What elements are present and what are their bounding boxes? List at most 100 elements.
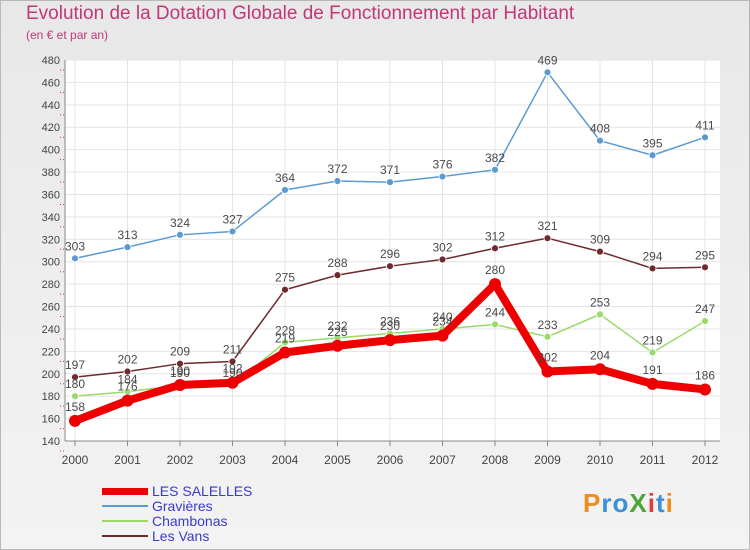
data-label-chambonas: 190: [170, 366, 190, 380]
data-label-les-vans: 294: [642, 249, 662, 263]
data-point-les-vans: [596, 247, 604, 256]
data-label-les-salelles: 204: [590, 348, 610, 362]
logo-letter: i: [665, 488, 674, 518]
logo-letter: r: [601, 488, 613, 518]
legend-label: Gravières: [152, 498, 213, 514]
legend-swatch-gravieres: [102, 505, 148, 507]
data-point-les-salelles: [69, 414, 81, 427]
data-point-les-vans: [281, 285, 289, 294]
data-point-gravieres: [543, 68, 552, 77]
x-tick-label: 2002: [167, 453, 194, 467]
data-point-les-salelles: [541, 365, 554, 378]
data-point-gravieres: [386, 178, 394, 187]
data-label-les-vans: 302: [432, 240, 452, 254]
data-point-les-vans: [648, 264, 657, 273]
y-tick-label: 480: [42, 55, 60, 67]
data-point-les-vans: [491, 244, 499, 253]
data-point-les-salelles: [331, 339, 344, 352]
data-label-chambonas: 228: [275, 323, 295, 337]
x-tick-label: 2001: [114, 453, 141, 467]
data-label-gravieres: 469: [537, 53, 557, 67]
data-point-les-vans: [701, 263, 709, 272]
logo-letter: P: [583, 488, 602, 518]
data-label-les-salelles: 234: [432, 315, 452, 329]
data-label-les-vans: 295: [695, 248, 715, 262]
x-tick-label: 2011: [640, 453, 666, 467]
data-label-les-salelles: 202: [537, 351, 557, 365]
logo-letter: i: [647, 488, 656, 518]
x-tick-label: 2006: [377, 453, 404, 467]
data-label-les-salelles: 186: [695, 368, 715, 382]
data-label-chambonas: 244: [485, 305, 505, 319]
data-point-gravieres: [228, 227, 237, 236]
grid: [65, 59, 720, 442]
data-label-gravieres: 376: [432, 158, 452, 172]
data-label-gravieres: 382: [485, 151, 505, 165]
data-point-les-vans: [333, 271, 342, 280]
data-point-les-salelles: [174, 378, 186, 391]
data-label-les-salelles: 230: [380, 319, 400, 333]
data-label-gravieres: 313: [117, 228, 137, 242]
data-point-chambonas: [543, 332, 552, 341]
data-point-gravieres: [281, 186, 289, 194]
data-point-gravieres: [596, 136, 604, 145]
x-tick-label: 2012: [692, 453, 719, 467]
data-label-gravieres: 371: [380, 163, 400, 177]
data-point-les-vans: [176, 359, 184, 368]
y-tick-label: 460: [42, 77, 60, 89]
data-point-gravieres: [333, 177, 342, 185]
data-point-les-salelles: [646, 377, 659, 390]
data-point-chambonas: [596, 310, 604, 319]
data-label-les-vans: 197: [65, 358, 85, 372]
data-label-chambonas: 180: [65, 377, 85, 391]
data-point-chambonas: [701, 317, 709, 325]
logo-letter: o: [612, 488, 630, 518]
y-tick-label: 400: [42, 145, 60, 157]
data-point-chambonas: [491, 320, 499, 329]
data-label-chambonas: 253: [590, 295, 610, 309]
data-label-chambonas: 184: [117, 373, 137, 387]
data-label-chambonas: 232: [327, 319, 347, 333]
data-label-les-vans: 211: [223, 342, 242, 356]
data-label-gravieres: 408: [590, 122, 610, 136]
data-point-les-salelles: [594, 363, 606, 376]
x-tick-label: 2007: [429, 453, 456, 467]
y-tick-label: 140: [42, 436, 60, 448]
data-point-chambonas: [281, 338, 289, 347]
y-tick-label: 240: [42, 324, 60, 336]
data-point-les-vans: [123, 367, 132, 376]
data-label-les-vans: 312: [485, 229, 505, 243]
plot-area: [65, 60, 720, 441]
data-label-gravieres: 324: [170, 216, 190, 230]
data-point-gravieres: [491, 165, 499, 174]
chart-title: Evolution de la Dotation Globale de Fonc…: [26, 3, 575, 24]
data-label-les-salelles: 192: [222, 362, 242, 376]
data-label-les-vans: 275: [275, 271, 295, 285]
x-tick-label: 2004: [272, 453, 299, 467]
data-point-gravieres: [648, 151, 657, 160]
data-label-les-vans: 309: [590, 233, 610, 247]
data-label-chambonas: 240: [432, 310, 452, 324]
data-point-gravieres: [176, 230, 184, 239]
y-tick-label: 160: [42, 414, 60, 426]
x-tick-label: 2003: [219, 453, 246, 467]
data-label-les-salelles: 280: [485, 263, 505, 277]
data-point-chambonas: [648, 348, 657, 357]
data-point-chambonas: [71, 392, 79, 401]
data-label-chambonas: 219: [642, 333, 662, 347]
data-point-les-vans: [386, 262, 394, 271]
data-point-les-salelles: [226, 376, 239, 389]
y-tick-label: 440: [42, 100, 60, 112]
y-tick-label: 260: [42, 302, 60, 314]
data-label-gravieres: 411: [695, 118, 714, 132]
data-point-les-vans: [543, 234, 552, 243]
y-tick-label: 360: [42, 189, 60, 201]
data-label-les-vans: 202: [117, 353, 137, 367]
y-tick-label: 300: [42, 257, 60, 269]
x-tick-label: 2009: [534, 453, 561, 467]
data-point-les-vans: [71, 373, 79, 382]
data-point-les-salelles: [699, 383, 711, 396]
data-point-gravieres: [123, 243, 132, 252]
x-tick-label: 2010: [587, 453, 614, 467]
y-tick-label: 220: [42, 346, 60, 358]
